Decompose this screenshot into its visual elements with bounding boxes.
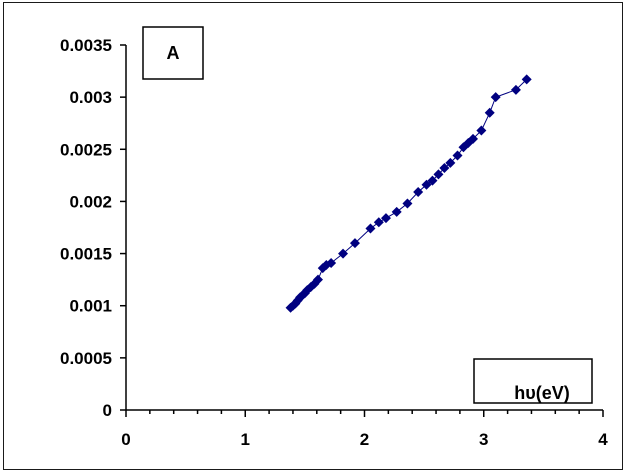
data-point: [439, 163, 450, 174]
data-point: [490, 92, 501, 103]
x-axis-label: hυ(eV): [514, 383, 569, 403]
data-point: [427, 175, 438, 186]
y-tick-label: 0: [103, 401, 112, 420]
data-point: [349, 238, 360, 249]
x-tick-label: 4: [598, 430, 608, 449]
data-point: [365, 223, 376, 234]
data-point: [402, 198, 413, 209]
y-tick-label: 0.001: [69, 297, 112, 316]
data-point: [380, 213, 391, 224]
x-axis-label-clip: hυ(eV): [514, 383, 569, 403]
data-point: [338, 248, 349, 259]
y-tick-label: 0.003: [69, 88, 112, 107]
x-tick-label: 2: [360, 430, 369, 449]
y-tick-label: 0.0005: [60, 349, 112, 368]
data-point: [413, 187, 424, 198]
data-point: [326, 257, 337, 268]
panel-label-box: [142, 26, 204, 80]
y-tick-label: 0.002: [69, 192, 112, 211]
data-point: [468, 133, 479, 144]
x-tick-label: 1: [241, 430, 250, 449]
data-point: [445, 157, 456, 168]
data-point: [452, 150, 463, 161]
y-axis: 0 0.0005 0.001 0.0015 0.002 0.0025 0.003 0.0035: [60, 36, 127, 420]
data-point: [521, 74, 532, 85]
x-tick-label: 0: [121, 430, 130, 449]
data-point: [421, 179, 432, 190]
data-series: [285, 74, 532, 313]
y-tick-label: 0.0015: [60, 245, 112, 264]
x-tick-label: 3: [479, 430, 488, 449]
data-point: [484, 107, 495, 118]
data-point: [510, 84, 521, 95]
panel-label: A: [167, 43, 180, 63]
y-tick-label: 0.0035: [60, 36, 112, 55]
data-point: [312, 274, 323, 285]
data-point: [391, 206, 402, 217]
data-point: [373, 217, 384, 228]
x-axis: 0 1 2 3 4: [121, 409, 608, 449]
y-tick-label: 0.0025: [60, 140, 112, 159]
x-axis-label-box: [473, 358, 593, 404]
data-point: [433, 169, 444, 180]
data-point: [476, 125, 487, 136]
